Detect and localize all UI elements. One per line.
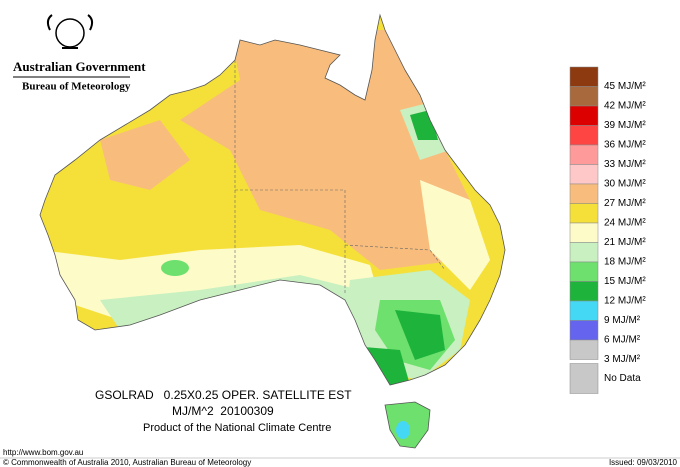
legend-label: 6 MJ/M² bbox=[604, 335, 641, 346]
copyright: © Commonwealth of Australia 2010, Austra… bbox=[3, 458, 251, 467]
legend-label: 18 MJ/M² bbox=[604, 257, 646, 268]
legend-swatch bbox=[569, 183, 599, 204]
legend-label: 21 MJ/M² bbox=[604, 237, 646, 248]
legend-label: 15 MJ/M² bbox=[604, 276, 646, 287]
issued: Issued: 09/03/2010 bbox=[609, 458, 678, 467]
logo bbox=[46, 14, 94, 49]
legend-swatch bbox=[569, 261, 599, 282]
legend-swatch bbox=[569, 125, 599, 146]
legend-swatch bbox=[569, 242, 599, 263]
legend-swatch bbox=[569, 300, 599, 321]
legend-swatch bbox=[569, 203, 599, 224]
legend: 45 MJ/M² 42 MJ/M² 39 MJ/M² 36 MJ/M² 33 MJ/M²… bbox=[569, 66, 646, 394]
legend-label: 33 MJ/M² bbox=[604, 159, 646, 170]
url[interactable]: http://www.bom.gov.au bbox=[3, 448, 83, 457]
legend-label: 24 MJ/M² bbox=[604, 218, 646, 229]
legend-swatch bbox=[569, 105, 599, 126]
legend-label: 39 MJ/M² bbox=[604, 120, 646, 131]
legend-swatch bbox=[569, 66, 599, 87]
legend-swatch bbox=[569, 222, 599, 243]
legend-swatch bbox=[569, 86, 599, 107]
legend-label: 45 MJ/M² bbox=[604, 81, 646, 92]
header-subtitle: Bureau of Meteorology bbox=[22, 81, 131, 93]
legend-swatch bbox=[569, 320, 599, 341]
caption-line: GSOLRAD 0.25X0.25 OPER. SATELLITE EST bbox=[95, 388, 352, 402]
legend-label: 9 MJ/M² bbox=[604, 315, 641, 326]
caption-line: MJ/M^2 20100309 bbox=[172, 404, 274, 418]
header-title: Australian Government bbox=[13, 59, 146, 74]
legend-label: 3 MJ/M² bbox=[604, 354, 641, 365]
legend-swatch bbox=[569, 339, 599, 360]
legend-label: 42 MJ/M² bbox=[604, 101, 646, 112]
legend-swatch bbox=[569, 363, 599, 394]
legend-label: 12 MJ/M² bbox=[604, 296, 646, 307]
legend-label: 36 MJ/M² bbox=[604, 140, 646, 151]
legend-swatch bbox=[569, 281, 599, 302]
legend-label: 30 MJ/M² bbox=[604, 179, 646, 190]
caption-line: Product of the National Climate Centre bbox=[143, 422, 331, 434]
legend-swatch bbox=[569, 144, 599, 165]
legend-label: No Data bbox=[604, 373, 641, 384]
legend-label: 27 MJ/M² bbox=[604, 198, 646, 209]
legend-swatch bbox=[569, 164, 599, 185]
